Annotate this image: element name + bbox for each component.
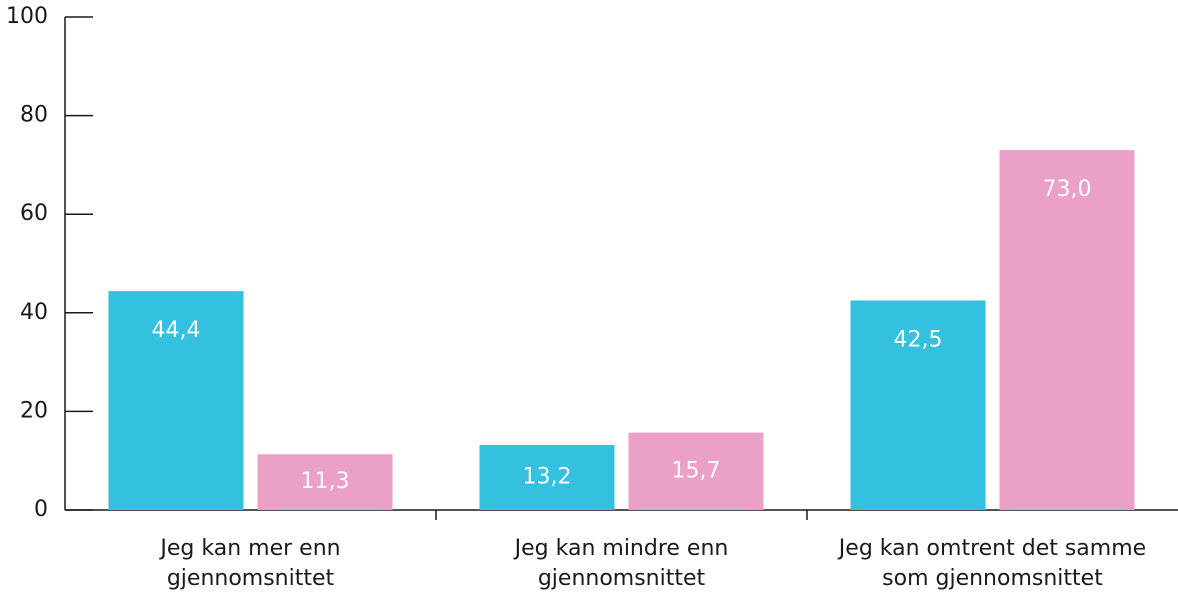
value-label: 42,5 bbox=[894, 327, 943, 352]
bar bbox=[257, 454, 393, 510]
bar bbox=[999, 150, 1135, 511]
y-tick-label: 40 bbox=[20, 300, 48, 325]
bar bbox=[108, 291, 244, 510]
x-tick-label: Jeg kan omtrent det samme som gjennomsni… bbox=[838, 536, 1147, 591]
y-tick-label: 0 bbox=[34, 497, 48, 522]
bar bbox=[479, 444, 615, 510]
x-tick-label: Jeg kan mindre enn gjennomsnittet bbox=[514, 536, 729, 591]
bar bbox=[628, 432, 764, 510]
value-label: 44,4 bbox=[152, 318, 201, 343]
value-label: 73,0 bbox=[1043, 177, 1092, 202]
y-tick-label: 60 bbox=[20, 201, 48, 226]
y-tick-label: 20 bbox=[20, 398, 48, 423]
value-label: 15,7 bbox=[672, 458, 721, 483]
value-label: 13,2 bbox=[523, 464, 572, 489]
bar bbox=[850, 300, 986, 510]
y-tick-label: 80 bbox=[20, 103, 48, 128]
y-tick-label: 100 bbox=[6, 4, 48, 29]
value-label: 11,3 bbox=[301, 469, 350, 494]
x-tick-label: Jeg kan mer enn gjennomsnittet bbox=[160, 536, 341, 591]
